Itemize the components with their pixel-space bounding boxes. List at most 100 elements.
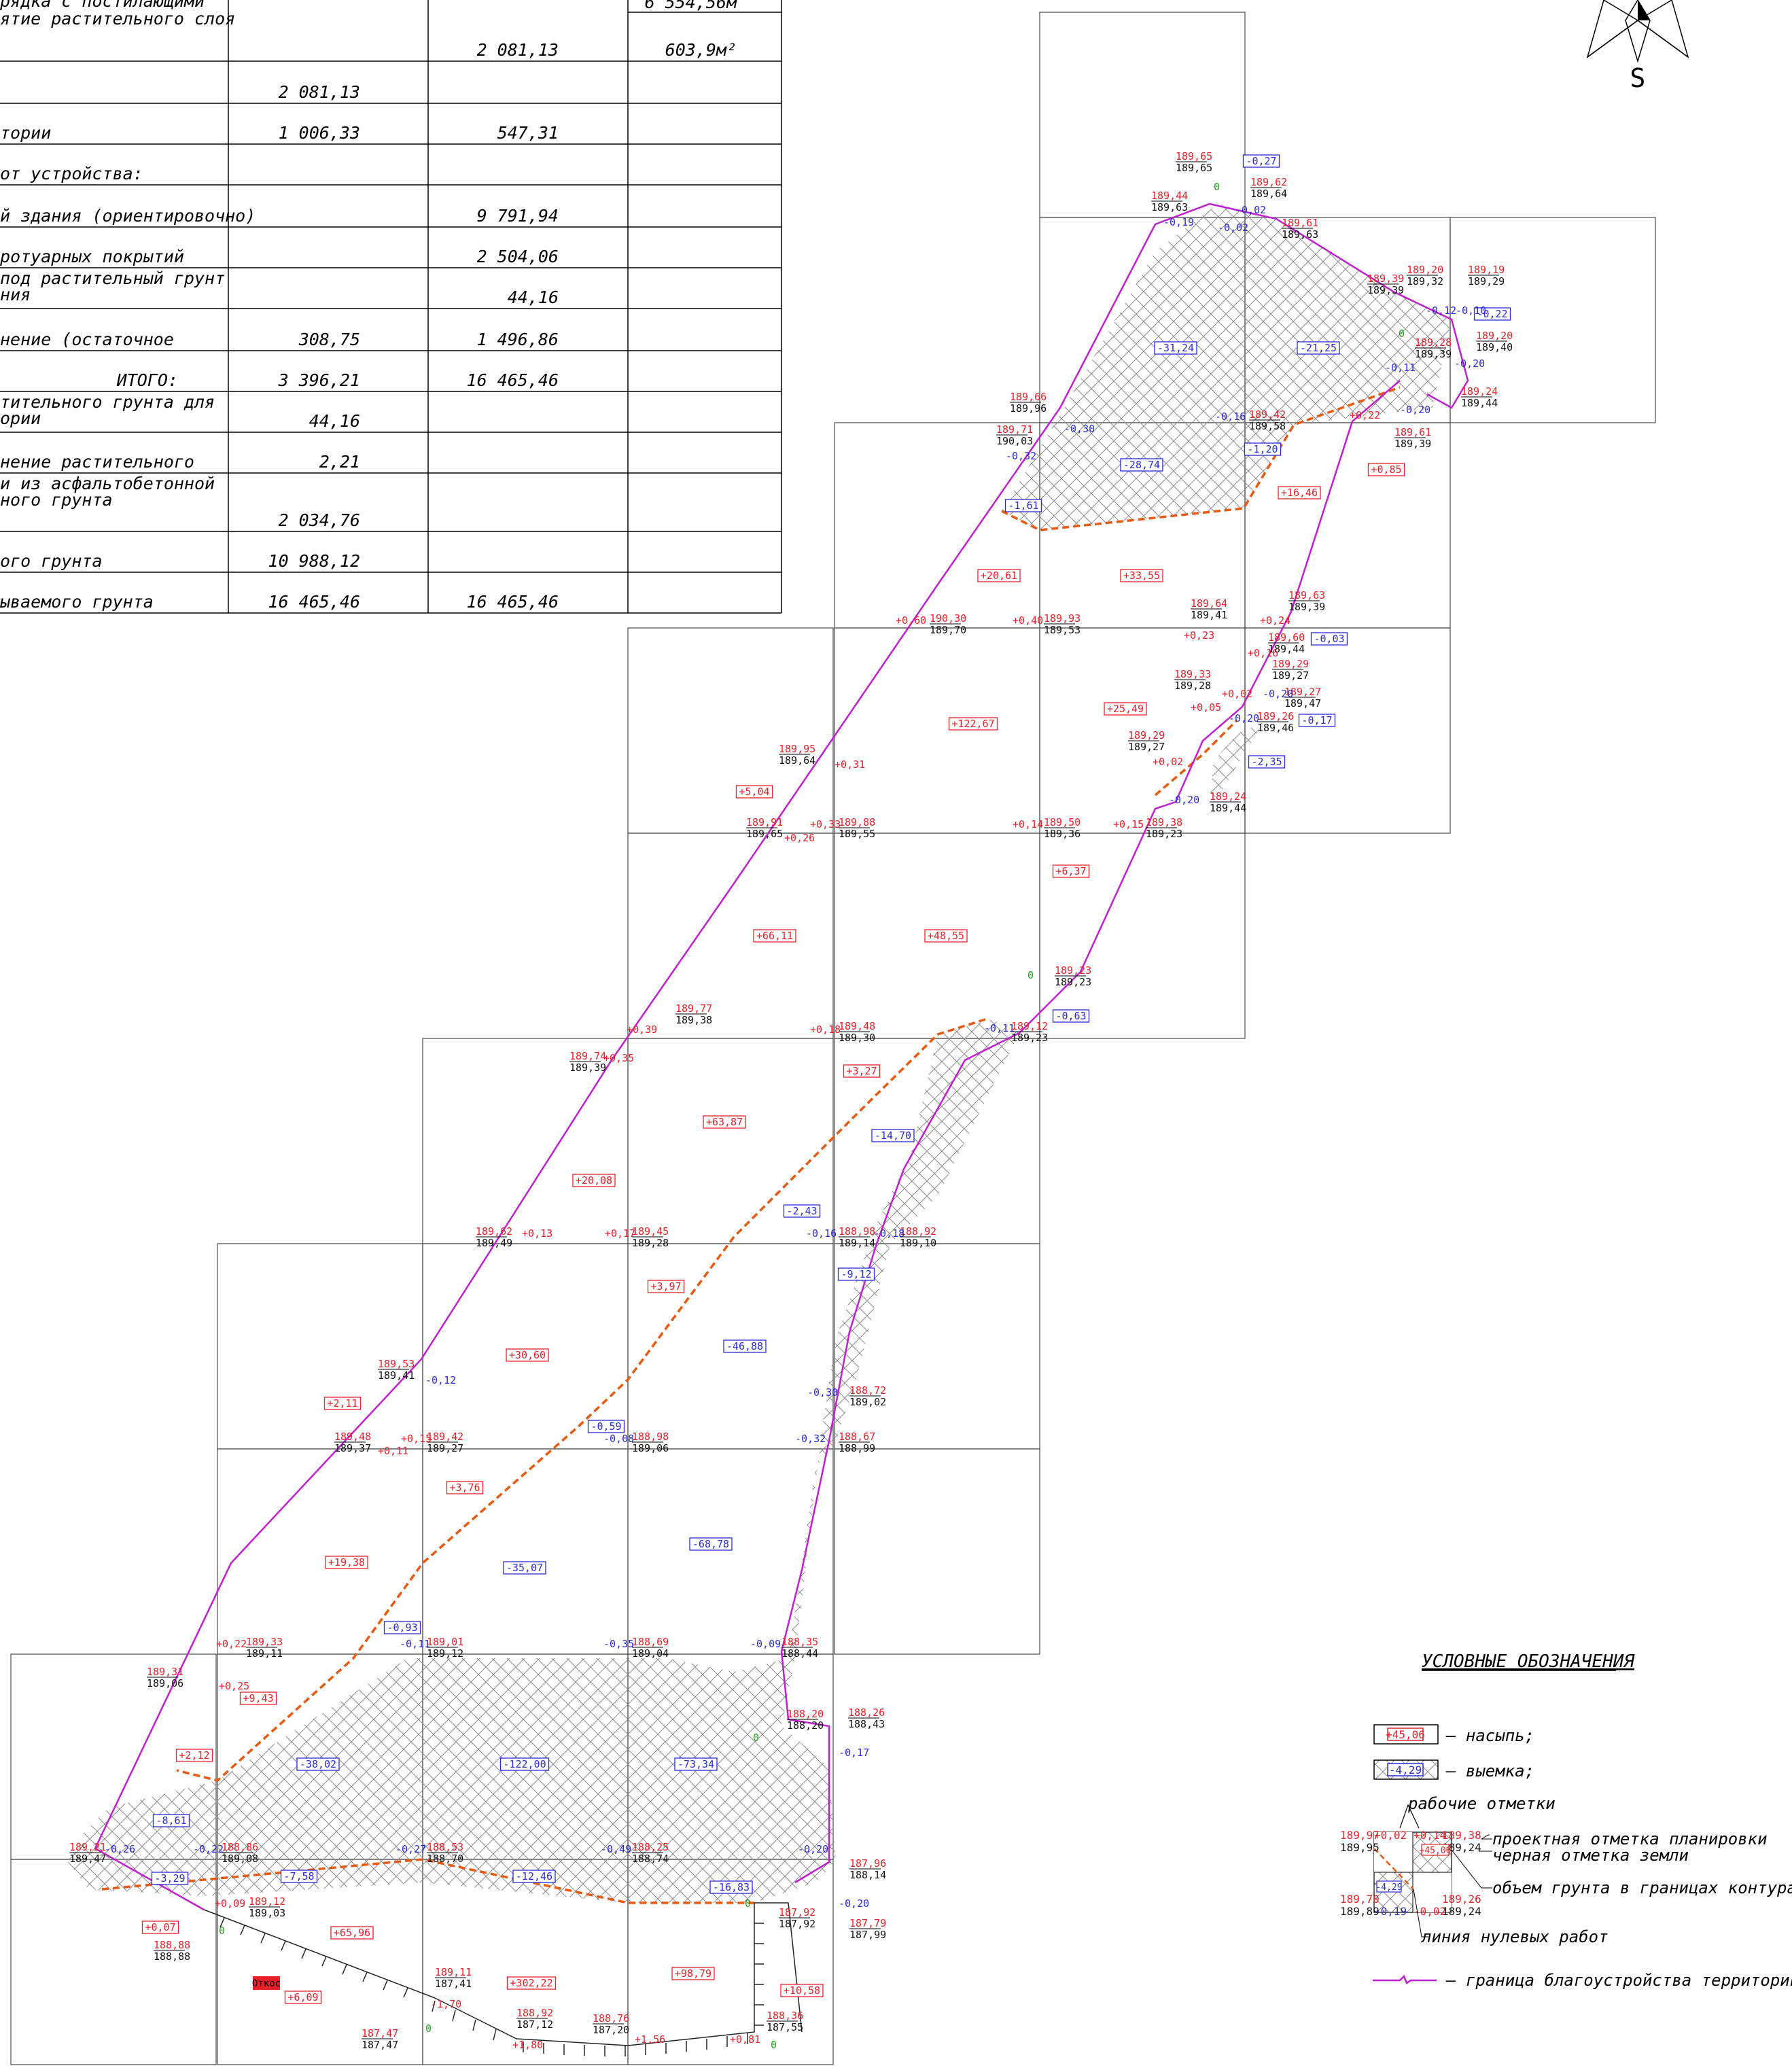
working-mark: +1,56 bbox=[635, 2033, 665, 2046]
design-elevation: 188,92 bbox=[900, 1225, 936, 1238]
fill-volume-label: +25,49 bbox=[1107, 703, 1144, 715]
cut-volume-label: -28,74 bbox=[1123, 459, 1160, 471]
legend-cut-sample: -4,29 bbox=[1389, 1764, 1422, 1776]
fill-volume-label: +48,55 bbox=[928, 930, 964, 942]
fill-volume-label: +122,67 bbox=[951, 718, 994, 730]
ground-elevation: 189,29 bbox=[1468, 275, 1505, 287]
design-elevation: 189,61 bbox=[1282, 217, 1318, 229]
design-elevation: 189,29 bbox=[1272, 658, 1309, 670]
table-cell-col3: 16 465,46 bbox=[467, 370, 559, 390]
working-mark: -0,20 bbox=[1263, 688, 1293, 700]
ground-elevation: 188,20 bbox=[787, 1719, 824, 1732]
design-elevation: 187,47 bbox=[362, 2027, 398, 2039]
table-header-line-2: ятие растительного слоя bbox=[0, 9, 235, 29]
table-row-label: ого грунта bbox=[0, 551, 103, 571]
ground-elevation: 187,12 bbox=[516, 2018, 553, 2031]
design-elevation: 188,76 bbox=[593, 2012, 629, 2025]
table-cell-col3: 9 791,94 bbox=[477, 206, 559, 226]
design-elevation: 189,39 bbox=[1367, 273, 1404, 285]
fill-volume-label-box bbox=[330, 1926, 374, 1940]
table-row-label: нение (остаточное bbox=[0, 330, 174, 349]
ground-elevation: 189,27 bbox=[1272, 669, 1309, 682]
legend-sample-g1: -0,02 bbox=[1413, 1905, 1446, 1918]
design-elevation: 187,92 bbox=[779, 1906, 815, 1918]
legend-sample-e1: 189,70 bbox=[1340, 1893, 1380, 1906]
table-header-value-col3: 2 081,13 bbox=[477, 40, 559, 60]
cut-volume-label-box bbox=[503, 1561, 546, 1575]
fill-volume-label-box bbox=[446, 1481, 484, 1494]
working-mark: +0,13 bbox=[522, 1227, 552, 1240]
earthwork-balance-table: рядка с постилающими ятие растительного … bbox=[0, 0, 782, 614]
working-mark: +0,02 bbox=[1153, 756, 1183, 768]
ground-elevation: 189,39 bbox=[1394, 438, 1431, 450]
elevation-marks: 189,65189,65189,62189,64189,44189,63189,… bbox=[69, 150, 1513, 2051]
design-elevation: 189,61 bbox=[1394, 426, 1431, 438]
working-mark: +0,15 bbox=[1113, 818, 1144, 830]
working-mark: -0,32 bbox=[795, 1433, 826, 1445]
design-elevation: 189,62 bbox=[476, 1225, 512, 1238]
fill-volume-label-box bbox=[506, 1348, 549, 1362]
working-mark: +0,24 bbox=[1260, 614, 1290, 627]
working-mark: 0 bbox=[425, 2022, 432, 2035]
design-elevation: 189,24 bbox=[1461, 385, 1498, 398]
ground-elevation: 189,06 bbox=[632, 1442, 669, 1454]
ground-elevation: 189,44 bbox=[1268, 643, 1305, 655]
cut-volume-label-box bbox=[689, 1537, 733, 1551]
design-elevation: 188,92 bbox=[516, 2007, 553, 2019]
table-header-value-col4-top: 6 554,56м bbox=[645, 0, 737, 12]
design-elevation: 189,74 bbox=[569, 1050, 606, 1062]
fill-volume-label: +0,85 bbox=[1371, 463, 1401, 476]
cut-volume-label: -0,03 bbox=[1314, 633, 1344, 645]
working-mark: +0,11 bbox=[378, 1445, 408, 1457]
cut-volume-label-box bbox=[1297, 341, 1340, 355]
ground-elevation: 189,47 bbox=[1284, 697, 1321, 709]
legend: УСЛОВНЫЕ ОБОЗНАЧЕНИЯ +45,06 – насыпь; -4… bbox=[1340, 1651, 1792, 1990]
cut-volume-label-box bbox=[1154, 341, 1197, 355]
cut-volume-label: -14,70 bbox=[875, 1129, 911, 1142]
cut-volume-label: -16,83 bbox=[713, 1881, 750, 1893]
design-elevation: 189,27 bbox=[1284, 686, 1321, 698]
ground-elevation: 189,39 bbox=[569, 1062, 606, 1074]
ground-elevation: 189,63 bbox=[1151, 201, 1188, 213]
cut-volume-label: -1,61 bbox=[1008, 500, 1038, 512]
working-mark: +0,05 bbox=[1191, 701, 1221, 714]
ground-elevation: 189,32 bbox=[1407, 275, 1443, 287]
design-elevation: 189,01 bbox=[427, 1636, 463, 1648]
design-elevation: 189,24 bbox=[1210, 790, 1246, 803]
ground-elevation: 187,47 bbox=[362, 2039, 398, 2051]
ground-elevation: 189,27 bbox=[427, 1442, 463, 1454]
working-mark: +0,35 bbox=[603, 1052, 634, 1064]
legend-boundary-swatch bbox=[1373, 1974, 1437, 1984]
fill-volume-label: +3,27 bbox=[846, 1065, 877, 1077]
ground-elevation: 189,53 bbox=[1044, 624, 1081, 636]
fill-volume-label-box bbox=[843, 1064, 881, 1078]
design-elevation: 189,21 bbox=[69, 1841, 106, 1853]
working-mark: -0,08 bbox=[603, 1433, 634, 1445]
table-cell-col2: 16 465,46 bbox=[268, 592, 360, 612]
legend-sample-c1: +0,14 bbox=[1413, 1829, 1446, 1842]
fill-volume-label-box bbox=[1120, 569, 1163, 582]
cut-volume-label: -46,88 bbox=[726, 1340, 763, 1352]
design-elevation: 189,65 bbox=[1176, 150, 1212, 162]
working-mark: +0,14 bbox=[1013, 818, 1043, 830]
ground-elevation: 189,14 bbox=[839, 1237, 875, 1249]
table-cell-col3: 16 465,46 bbox=[467, 592, 559, 612]
volume-labels: +20,61 +33,55 +16,46 +0,85 +122,67 +25,49 +5,0… bbox=[141, 154, 1511, 2004]
working-mark: -0,11 bbox=[400, 1638, 430, 1650]
design-elevation: 189,48 bbox=[839, 1020, 875, 1032]
design-elevation: 189,91 bbox=[746, 816, 783, 828]
working-mark: +0,16 bbox=[1248, 647, 1278, 659]
design-elevation: 189,45 bbox=[632, 1225, 669, 1238]
legend-black-mark: черная отметка земли bbox=[1492, 1846, 1689, 1865]
fill-volume-label-box bbox=[780, 1984, 824, 1997]
ground-elevation: 189,64 bbox=[1250, 188, 1287, 200]
site-boundary-line bbox=[94, 203, 1469, 1911]
table-row-label: ротуарных покрытий bbox=[0, 247, 184, 266]
design-elevation: 189,20 bbox=[1407, 264, 1443, 276]
table-row-label: ния bbox=[0, 285, 31, 304]
legend-zero-line: линия нулевых работ bbox=[1421, 1927, 1609, 1946]
table-row-label: ываемого грунта bbox=[0, 592, 154, 612]
working-mark: -0,12 bbox=[1426, 304, 1456, 317]
working-mark: +0,17 bbox=[605, 1227, 635, 1240]
legend-volume: объем грунта в границах контура, м³ bbox=[1492, 1878, 1792, 1897]
